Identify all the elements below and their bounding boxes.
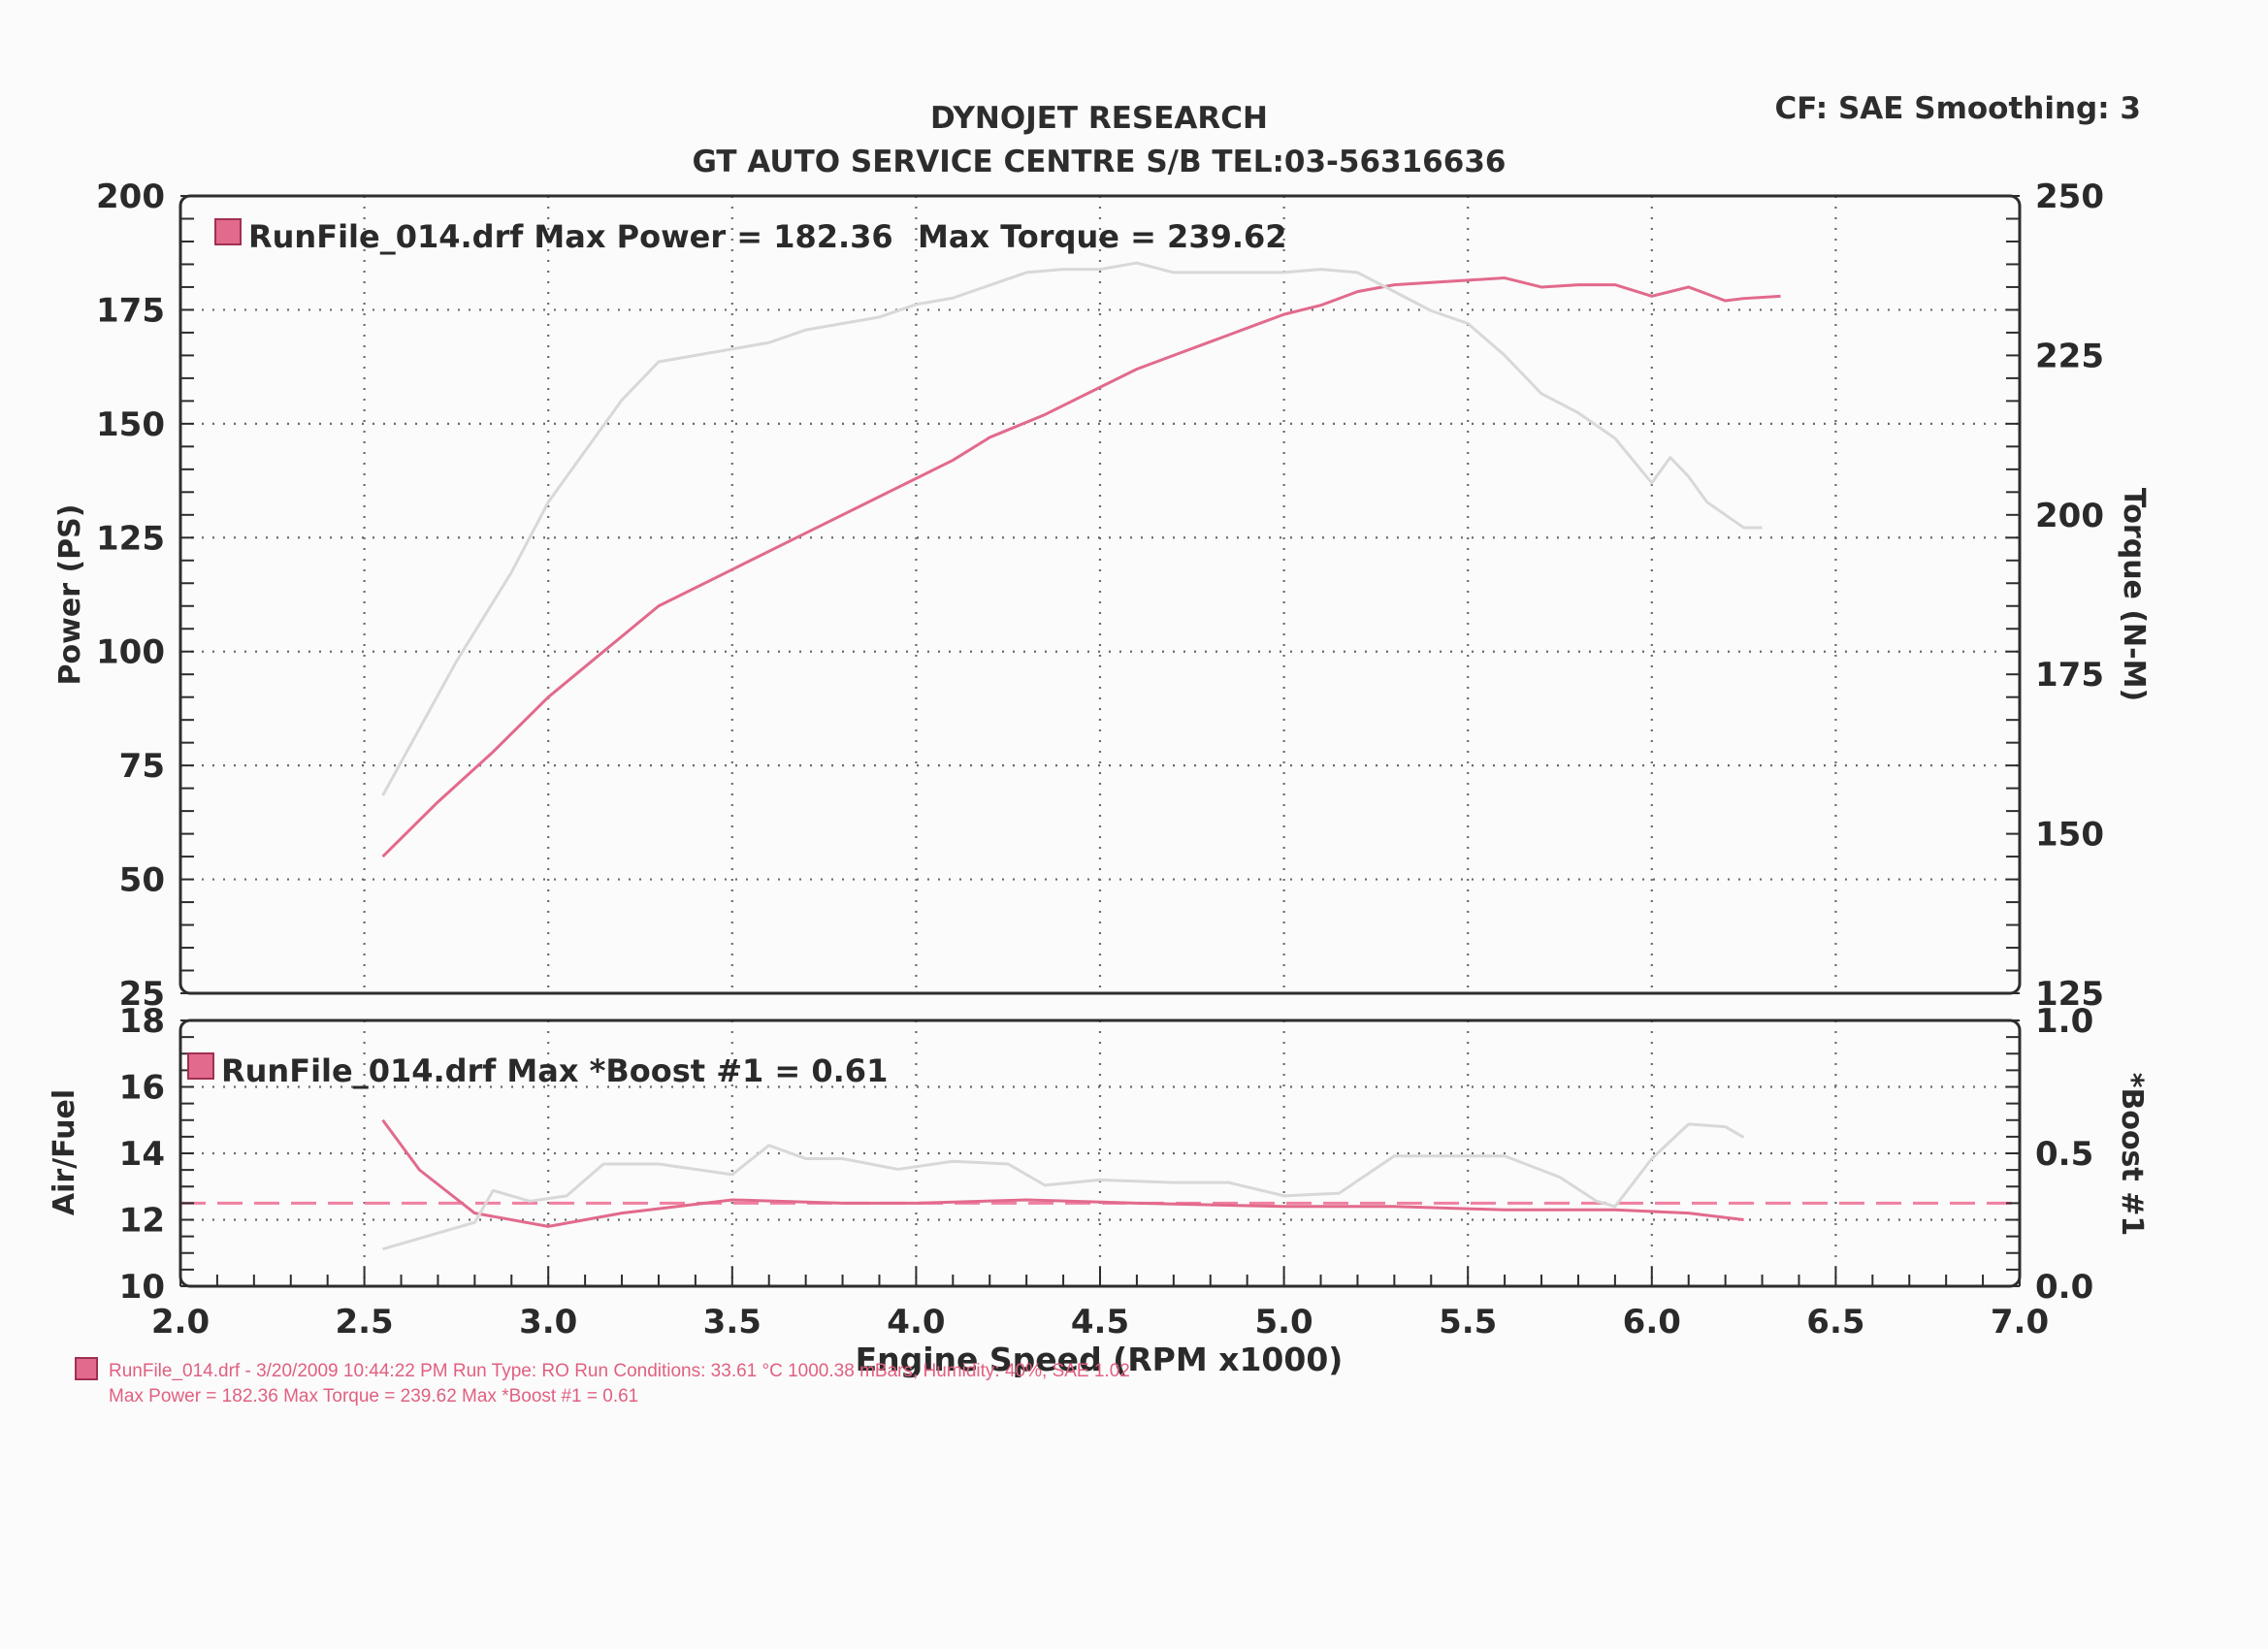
boost-tick-label: 0.0: [2035, 1268, 2093, 1307]
airfuel-boost-series: [180, 1118, 2020, 1251]
power-torque-series: [381, 261, 1781, 858]
x-tick-label: 6.0: [1623, 1303, 1681, 1342]
power-torque-series-line-1: [381, 261, 1763, 796]
power-tick-label: 100: [96, 633, 165, 672]
airfuel-boost-series-line-1: [382, 1122, 1745, 1251]
footer-max-values: Max Power = 182.36 Max Torque = 239.62 M…: [109, 1386, 638, 1406]
x-tick-label: 5.5: [1439, 1303, 1497, 1342]
torque-axis-label: Torque (N-M): [2117, 488, 2151, 701]
x-tick-label: 3.0: [519, 1303, 577, 1342]
airfuel-tick-label: 14: [119, 1135, 165, 1174]
torque-tick-label: 125: [2035, 975, 2104, 1014]
footer-legend-swatch: [75, 1357, 98, 1380]
x-tick-label: 4.5: [1071, 1303, 1129, 1342]
power-legend-label: RunFile_014.drf Max Power = 182.36: [248, 218, 893, 255]
x-tick-label: 4.0: [887, 1303, 945, 1342]
power-torque-ticks: [180, 195, 2020, 994]
power-axis-label: Power (PS): [53, 504, 87, 686]
airfuel-tick-label: 16: [119, 1069, 165, 1108]
power-torque-grid: [180, 196, 2020, 993]
power-tick-label: 200: [96, 178, 165, 216]
boost-tick-label: 1.0: [2035, 1002, 2093, 1041]
power-y-tick-labels: 200 175 150 125 100 75 50 25: [96, 178, 165, 1014]
power-tick-label: 150: [96, 405, 165, 444]
power-torque-series-line-0: [381, 276, 1781, 858]
chart-settings: CF: SAE Smoothing: 3: [1775, 91, 2141, 126]
airfuel-tick-label: 12: [119, 1202, 165, 1241]
x-tick-label: 6.5: [1806, 1303, 1864, 1342]
power-tick-label: 25: [119, 975, 165, 1014]
torque-tick-label: 250: [2035, 178, 2104, 216]
chart-title: DYNOJET RESEARCH: [930, 101, 1268, 136]
x-tick-label: 2.5: [335, 1303, 393, 1342]
airfuel-tick-label: 10: [119, 1268, 165, 1307]
x-tick-label: 3.5: [703, 1303, 761, 1342]
power-tick-label: 50: [119, 861, 165, 900]
power-tick-label: 75: [119, 747, 165, 786]
airfuel-boost-grid: [180, 1020, 2020, 1286]
chart-subtitle: GT AUTO SERVICE CENTRE S/B TEL:03-563166…: [693, 145, 1507, 179]
x-tick-label: 7.0: [1991, 1303, 2049, 1342]
power-legend-swatch: [214, 218, 242, 245]
boost-legend-label: RunFile_014.drf Max *Boost #1 = 0.61: [221, 1052, 888, 1089]
airfuel-tick-label: 18: [119, 1002, 165, 1041]
x-tick-label: 5.0: [1254, 1303, 1312, 1342]
torque-tick-label: 225: [2035, 337, 2104, 375]
power-tick-label: 125: [96, 519, 165, 558]
airfuel-y-tick-labels: 18 16 14 12 10: [119, 1002, 165, 1307]
footer-run-info: RunFile_014.drf - 3/20/2009 10:44:22 PM …: [109, 1361, 1130, 1381]
power-torque-frame: [178, 194, 2022, 995]
boost-tick-label: 0.5: [2035, 1135, 2093, 1174]
torque-y-tick-labels: 250 225 200 175 150 125: [2035, 178, 2104, 1014]
airfuel-axis-label: Air/Fuel: [48, 1089, 81, 1215]
torque-tick-label: 150: [2035, 816, 2104, 855]
torque-tick-label: 175: [2035, 656, 2104, 695]
x-tick-label: 2.0: [151, 1303, 210, 1342]
airfuel-boost-ticks: [179, 1019, 2021, 1287]
power-tick-label: 175: [96, 291, 165, 330]
boost-y-tick-labels: 1.0 0.5 0.0: [2035, 1002, 2093, 1307]
rpm-axis-label: Engine Speed (RPM x1000): [856, 1341, 1344, 1378]
torque-legend-label: Max Torque = 239.62: [918, 218, 1287, 255]
boost-legend-swatch: [187, 1052, 214, 1080]
boost-axis-label: *Boost #1: [2115, 1073, 2149, 1236]
rpm-x-tick-labels: 2.0 2.5 3.0 3.5 4.0 4.5 5.0 5.5 6.0 6.5 7.0: [151, 1303, 2049, 1342]
torque-tick-label: 200: [2035, 497, 2104, 535]
airfuel-boost-series-line-0: [381, 1118, 1744, 1228]
